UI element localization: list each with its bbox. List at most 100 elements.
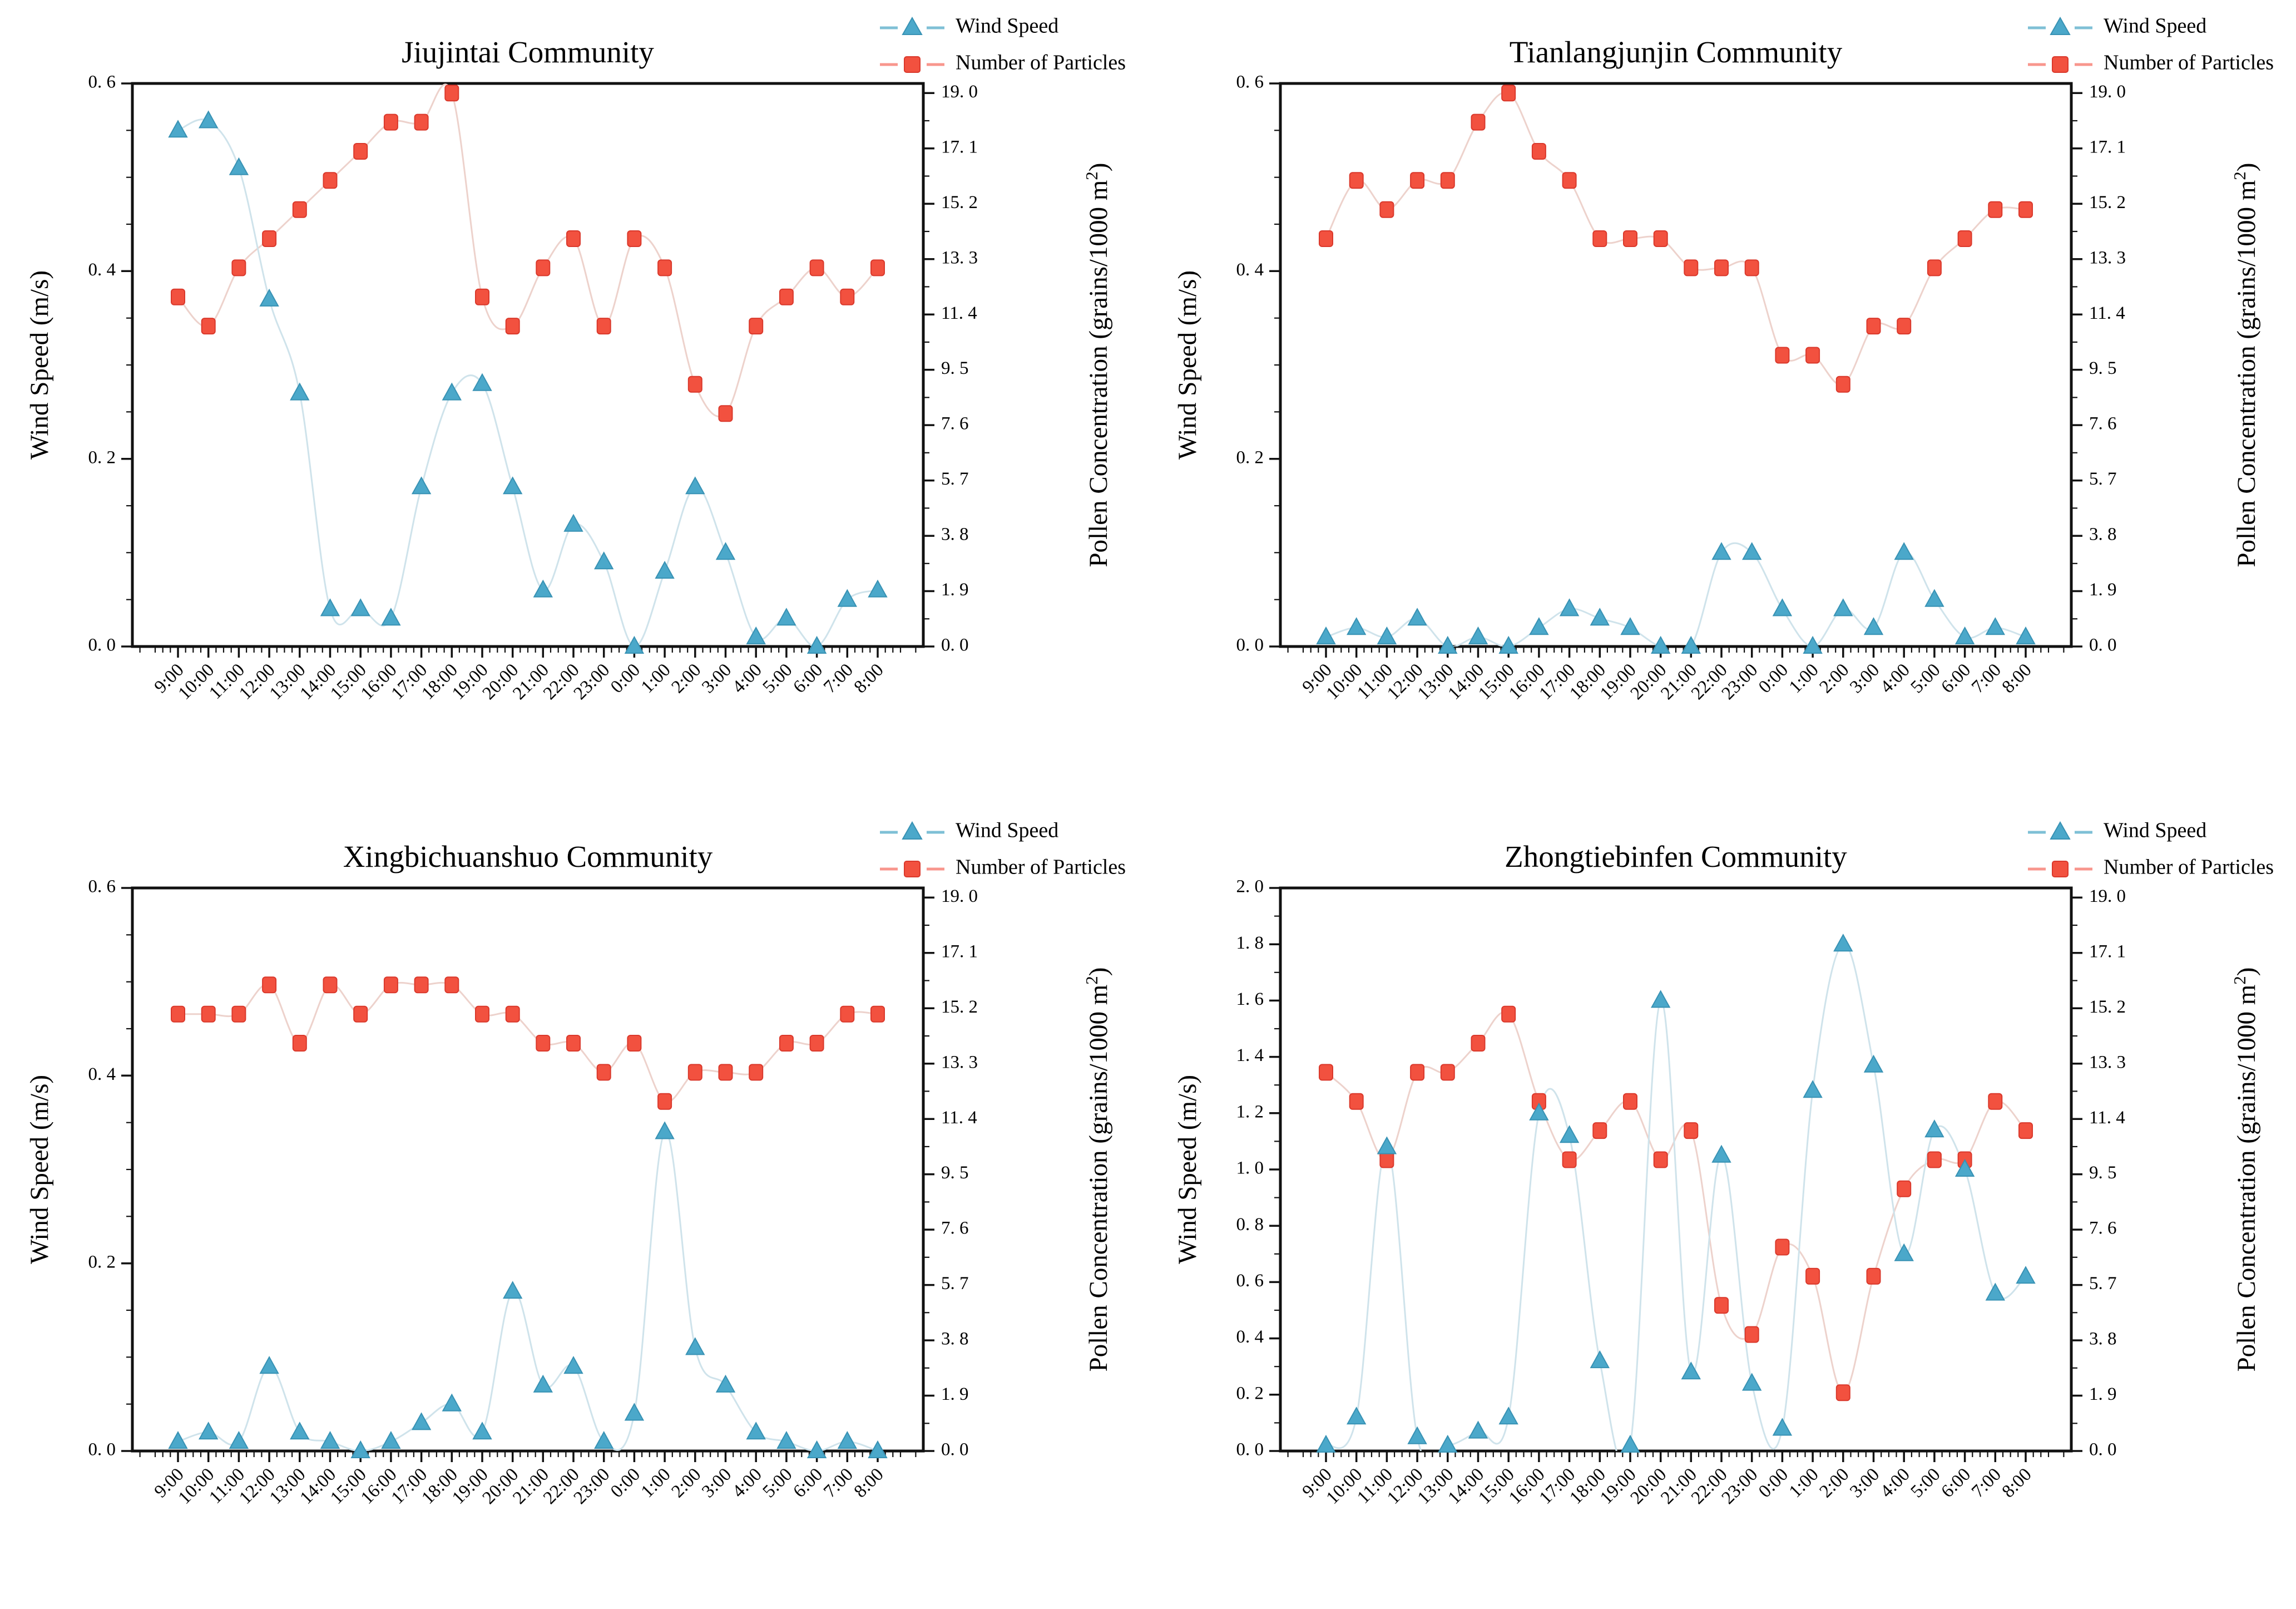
wind-marker [1347,617,1367,635]
x-tick-label: 16:00 [1505,660,1549,704]
right-tick-label: 9. 5 [2089,1163,2117,1183]
wind-marker [1742,1373,1762,1391]
particles-marker [1653,1151,1668,1168]
right-tick-label: 19. 0 [2089,886,2126,906]
x-tick-label: 5:00 [759,660,796,697]
left-tick-label: 0. 6 [1236,1271,1264,1291]
x-tick-label: 14:00 [1444,1464,1488,1508]
wind-marker [1559,598,1580,616]
x-tick-label: 2:00 [1816,1464,1853,1502]
axis-ticks: 0. 0 0. 2 0. 4 0. 6 0. 0 1. 9 3. 8 5. 7 7. 6 9. 5… [88,877,978,1508]
left-tick-label: 0. 4 [1236,260,1264,280]
left-tick-label: 0. 0 [88,635,116,655]
particles-marker [1927,259,1942,277]
particles-line [1325,91,2026,386]
x-tick-label: 12:00 [235,1464,279,1508]
left-tick-label: 0. 2 [88,1252,116,1272]
particles-marker [840,1005,855,1023]
wind-marker [776,1431,796,1449]
particles-marker [231,259,246,277]
wind-marker [685,1337,705,1355]
particles-marker [718,1064,733,1081]
right-tick-label: 5. 7 [2089,469,2117,489]
right-tick-label: 3. 8 [2089,1329,2117,1349]
wind-marker [1590,608,1610,626]
particles-marker [566,230,581,247]
right-tick-label: 17. 1 [2089,941,2126,961]
particles-marker [2018,201,2033,218]
right-tick-label: 11. 4 [941,303,977,323]
left-tick-label: 0. 6 [88,877,116,897]
wind-marker [715,1374,736,1393]
particles-marker [1805,347,1820,364]
legend: Wind Speed Number of Particles [880,819,1126,879]
x-tick-label: 3:00 [1846,660,1883,697]
particles-marker [1653,230,1668,247]
x-tick-label: 6:00 [789,1464,827,1502]
right-tick-label: 13. 3 [941,248,978,268]
x-tick-label: 12:00 [235,660,279,704]
x-tick-label: 10:00 [175,1464,219,1508]
left-tick-label: 0. 8 [1236,1215,1264,1235]
particles-marker [1744,259,1759,277]
wind-marker [320,1431,340,1449]
wind-marker [1833,934,1853,952]
wind-marker [350,598,370,616]
particles-marker [749,318,764,335]
x-tick-label: 19:00 [448,1464,492,1508]
right-tick-label: 15. 2 [2089,997,2126,1017]
right-tick-label: 0. 0 [941,635,969,655]
x-tick-label: 18:00 [1566,660,1610,704]
x-tick-label: 1:00 [1785,1464,1823,1502]
wind-marker [2016,1266,2036,1284]
wind-marker [229,1431,249,1449]
particles-marker [201,1005,216,1023]
x-tick-label: 8:00 [1998,660,2036,697]
particles-marker [779,288,794,305]
particles-marker [383,976,398,994]
chart-title: Tianlangjunjin Community [1510,35,1843,69]
legend-particles-icon [2052,861,2069,877]
wind-marker [1772,598,1793,616]
particles-marker [1531,143,1546,160]
wind-marker [837,1431,857,1449]
x-tick-label: 13:00 [1414,1464,1458,1508]
wind-marker [1803,1080,1823,1098]
plot-border [1279,82,2073,648]
particles-marker [1623,1093,1637,1110]
x-tick-label: 6:00 [1937,660,1975,697]
right-tick-label: 5. 7 [941,469,969,489]
particles-marker [657,259,672,277]
wind-line [177,1131,878,1451]
particles-marker [536,259,551,277]
particles-marker [1501,85,1516,102]
left-tick-label: 0. 2 [88,447,116,467]
right-tick-label: 15. 2 [2089,193,2126,213]
x-tick-label: 14:00 [1444,660,1488,704]
particles-marker [1988,201,2003,218]
legend-label: Number of Particles [956,51,1126,75]
wind-marker [1894,1243,1914,1261]
right-axis-title: Pollen Concentration (grains/1000 m2) [2230,163,2261,567]
right-tick-label: 17. 1 [2089,137,2126,157]
series-markers [1316,934,2036,1453]
wind-marker [503,476,523,495]
wind-marker [563,1356,583,1374]
legend-particles-icon [904,56,921,73]
particles-marker [1714,1297,1729,1314]
x-tick-label: 17:00 [388,1464,432,1508]
wind-marker [1711,542,1731,560]
x-tick-label: 0:00 [1755,660,1792,697]
right-tick-label: 3. 8 [941,525,969,545]
wind-marker [1377,626,1397,645]
wind-marker [1924,589,1944,607]
wind-marker [1529,1102,1549,1121]
wind-marker [1863,617,1884,635]
particles-marker [414,113,429,131]
right-tick-label: 19. 0 [941,886,978,906]
particles-marker [1471,1035,1486,1052]
right-tick-label: 0. 0 [941,1440,969,1460]
wind-line [1325,943,2026,1451]
left-axis-title: Wind Speed (m/s) [1173,1075,1202,1264]
x-tick-label: 21:00 [509,660,553,704]
